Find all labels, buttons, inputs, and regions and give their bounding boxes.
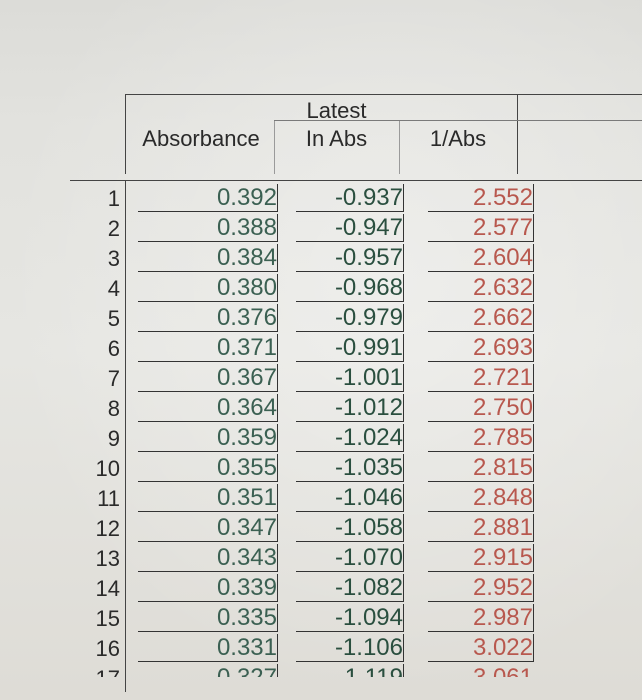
ln-abs-cell: -1.012 xyxy=(296,394,404,422)
ln-abs-cell: -1.082 xyxy=(296,574,404,602)
ln-abs-cell: -1.070 xyxy=(296,544,404,572)
table-row: 6 0.371 -0.991 2.693 xyxy=(60,333,534,363)
absorbance-cell: 0.376 xyxy=(138,304,278,332)
inv-abs-cell: 2.577 xyxy=(428,214,534,242)
table-row: 4 0.380 -0.968 2.632 xyxy=(60,273,534,303)
ln-abs-cell: -1.035 xyxy=(296,454,404,482)
inv-abs-cell: 2.604 xyxy=(428,244,534,272)
inv-abs-cell: 2.662 xyxy=(428,304,534,332)
row-number: 5 xyxy=(107,306,120,331)
absorbance-cell: 0.327 xyxy=(138,664,278,677)
col-c-left-border xyxy=(274,120,275,174)
inv-abs-cell: 2.721 xyxy=(428,364,534,392)
row-number: 2 xyxy=(107,216,120,241)
table-row: 14 0.339 -1.082 2.952 xyxy=(60,573,534,603)
ln-abs-cell: -0.957 xyxy=(296,244,404,272)
inv-abs-cell: 2.915 xyxy=(428,544,534,572)
absorbance-cell: 0.351 xyxy=(138,484,278,512)
table-row: 11 0.351 -1.046 2.848 xyxy=(60,483,534,513)
ln-abs-cell: -0.968 xyxy=(296,274,404,302)
table-row: 16 0.331 -1.106 3.022 xyxy=(60,633,534,663)
header-latest: Latest xyxy=(306,98,367,123)
inv-abs-cell: 3.022 xyxy=(428,634,534,662)
header-top-border xyxy=(125,94,642,95)
table-row: 12 0.347 -1.058 2.881 xyxy=(60,513,534,543)
table-row: 5 0.376 -0.979 2.662 xyxy=(60,303,534,333)
header-bottom-border xyxy=(70,180,642,181)
table-row: 17 0.327 -1.119 3.061 xyxy=(60,663,530,677)
absorbance-cell: 0.343 xyxy=(138,544,278,572)
table-row: 2 0.388 -0.947 2.577 xyxy=(60,213,534,243)
absorbance-cell: 0.388 xyxy=(138,214,278,242)
absorbance-cell: 0.364 xyxy=(138,394,278,422)
ln-abs-cell: -1.024 xyxy=(296,424,404,452)
ln-abs-cell: -1.046 xyxy=(296,484,404,512)
table-row: 8 0.364 -1.012 2.750 xyxy=(60,393,534,423)
inv-abs-cell: 2.552 xyxy=(428,184,534,212)
col-e-left-border xyxy=(517,94,518,174)
table-row: 13 0.343 -1.070 2.915 xyxy=(60,543,534,573)
inv-abs-cell: 2.952 xyxy=(428,574,534,602)
absorbance-cell: 0.380 xyxy=(138,274,278,302)
ln-abs-cell: -1.001 xyxy=(296,364,404,392)
table-row: 9 0.359 -1.024 2.785 xyxy=(60,423,534,453)
ln-abs-cell: -0.937 xyxy=(296,184,404,212)
absorbance-cell: 0.367 xyxy=(138,364,278,392)
col-d-left-border xyxy=(399,120,400,174)
absorbance-cell: 0.347 xyxy=(138,514,278,542)
row-number: 8 xyxy=(107,396,120,421)
row-number: 13 xyxy=(95,546,120,571)
table-row: 7 0.367 -1.001 2.721 xyxy=(60,363,534,393)
absorbance-cell: 0.359 xyxy=(138,424,278,452)
row-number: 3 xyxy=(107,246,120,271)
inv-abs-cell: 3.061 xyxy=(428,664,530,677)
absorbance-cell: 0.392 xyxy=(138,184,278,212)
row-number: 9 xyxy=(107,426,120,451)
row-number: 1 xyxy=(107,186,120,211)
inv-abs-cell: 2.632 xyxy=(428,274,534,302)
ln-abs-cell: -0.979 xyxy=(296,304,404,332)
row-number: 17 xyxy=(60,666,120,677)
header-absorbance: Absorbance xyxy=(142,126,260,151)
row-number: 10 xyxy=(95,456,120,481)
inv-abs-cell: 2.987 xyxy=(428,604,534,632)
ln-abs-cell: -1.119 xyxy=(296,664,404,677)
row-number: 7 xyxy=(107,366,120,391)
absorbance-cell: 0.335 xyxy=(138,604,278,632)
absorbance-cell: 0.384 xyxy=(138,244,278,272)
ln-abs-cell: -0.991 xyxy=(296,334,404,362)
absorbance-cell: 0.339 xyxy=(138,574,278,602)
row-number: 11 xyxy=(97,486,120,511)
inv-abs-cell: 2.693 xyxy=(428,334,534,362)
row-number: 15 xyxy=(95,606,120,631)
col-b-left-border xyxy=(125,94,126,174)
absorbance-cell: 0.371 xyxy=(138,334,278,362)
table-row: 3 0.384 -0.957 2.604 xyxy=(60,243,534,273)
row-number: 12 xyxy=(95,516,120,541)
table-row: 15 0.335 -1.094 2.987 xyxy=(60,603,534,633)
ln-abs-cell: -1.106 xyxy=(296,634,404,662)
header-mid-border xyxy=(274,120,642,121)
header-inv-abs: 1/Abs xyxy=(429,126,487,151)
row-number: 4 xyxy=(107,276,120,301)
absorbance-cell: 0.355 xyxy=(138,454,278,482)
inv-abs-cell: 2.785 xyxy=(428,424,534,452)
ln-abs-cell: -0.947 xyxy=(296,214,404,242)
absorbance-cell: 0.331 xyxy=(138,634,278,662)
ln-abs-cell: -1.058 xyxy=(296,514,404,542)
ln-abs-cell: -1.094 xyxy=(296,604,404,632)
inv-abs-cell: 2.815 xyxy=(428,454,534,482)
row-number: 14 xyxy=(95,576,120,601)
inv-abs-cell: 2.848 xyxy=(428,484,534,512)
inv-abs-cell: 2.881 xyxy=(428,514,534,542)
row-number: 16 xyxy=(95,636,120,661)
table-row: 1 0.392 -0.937 2.552 xyxy=(60,183,534,213)
row-number: 6 xyxy=(107,336,120,361)
inv-abs-cell: 2.750 xyxy=(428,394,534,422)
header-ln-abs: In Abs xyxy=(305,126,368,151)
table-row: 10 0.355 -1.035 2.815 xyxy=(60,453,534,483)
rownum-right-border xyxy=(125,180,126,692)
